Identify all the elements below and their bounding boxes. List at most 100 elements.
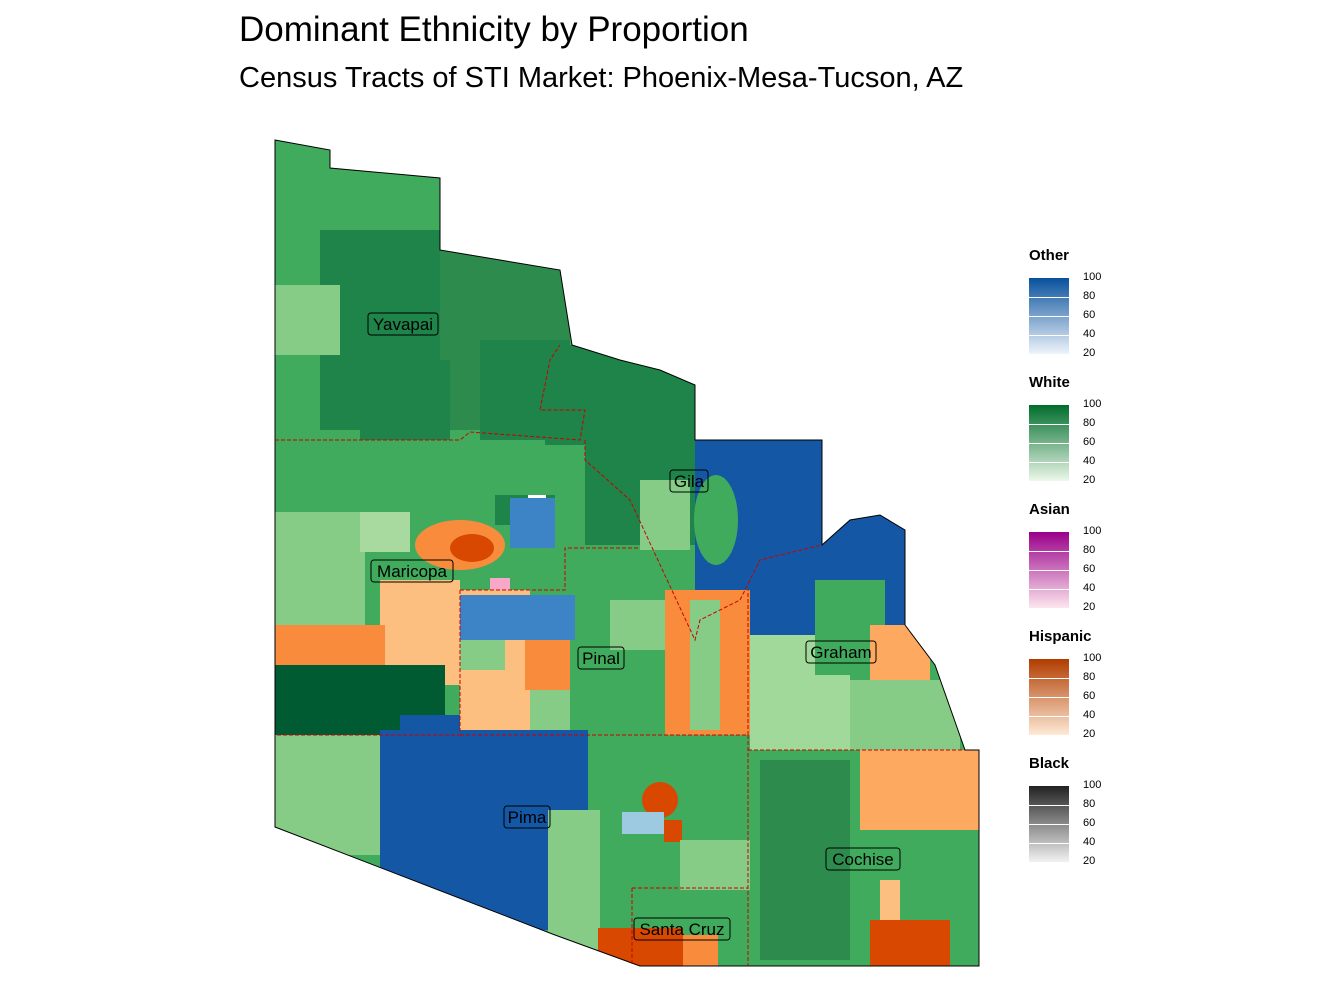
county-label-box xyxy=(503,805,551,829)
legend-tick-mark xyxy=(1029,424,1069,425)
legend-tick-label: 80 xyxy=(1083,417,1096,429)
county-label-box xyxy=(370,559,454,583)
map-title: Dominant Ethnicity by Proportion xyxy=(239,10,749,49)
county-border xyxy=(631,887,748,966)
county-label-santa-cruz: Santa Cruz xyxy=(633,917,731,941)
legend-tick-mark xyxy=(1029,335,1069,336)
map-subtitle: Census Tracts of STI Market: Phoenix-Mes… xyxy=(239,62,964,94)
tract-region-other xyxy=(460,595,575,640)
legend-tick-label: 80 xyxy=(1083,290,1096,302)
county-label-graham: Graham xyxy=(805,640,877,664)
county-label-text: Santa Cruz xyxy=(639,920,724,939)
legend-tick-mark xyxy=(1029,297,1069,298)
tract-region-hispanic xyxy=(870,920,950,966)
county-label-maricopa: Maricopa xyxy=(370,559,454,583)
tract-region xyxy=(760,760,850,960)
legend-tick-label: 100 xyxy=(1083,398,1102,410)
tract-region xyxy=(275,140,440,240)
tract-region xyxy=(850,680,960,750)
tract-region xyxy=(360,360,450,440)
legend-tick-mark xyxy=(1029,608,1069,609)
legend-tick-label: 80 xyxy=(1083,544,1096,556)
county-labels: Yavapai Gila Maricopa Pinal Graham Pima xyxy=(367,312,901,941)
legend-tick-label: 60 xyxy=(1083,690,1096,702)
county-label-text: Graham xyxy=(810,643,871,662)
county-label-gila: Gila xyxy=(669,469,709,493)
legend-tick-mark xyxy=(1029,716,1069,717)
legend-title-asian: Asian xyxy=(1029,501,1070,518)
legend-tick-label: 100 xyxy=(1083,779,1102,791)
county-label-box xyxy=(825,847,901,871)
legend-tick-mark xyxy=(1029,735,1069,736)
tract-region-hispanic xyxy=(525,640,570,690)
legend-title-white: White xyxy=(1029,374,1070,391)
county-label-box xyxy=(669,469,709,493)
legend-tick-label: 100 xyxy=(1083,271,1102,283)
legend-title-black: Black xyxy=(1029,755,1070,772)
legend-tick-label: 40 xyxy=(1083,582,1096,594)
tract-region xyxy=(690,600,720,730)
tract-region xyxy=(275,440,435,515)
legend-tick-label: 40 xyxy=(1083,328,1096,340)
tract-region xyxy=(694,475,738,565)
county-borders xyxy=(275,344,965,966)
legend-tick-label: 80 xyxy=(1083,671,1096,683)
legend-title-hispanic: Hispanic xyxy=(1029,628,1092,645)
tract-region-other xyxy=(548,730,588,820)
tract-region-hispanic xyxy=(450,534,494,562)
legend-tick-mark xyxy=(1029,843,1069,844)
legend-tick-label: 20 xyxy=(1083,347,1096,359)
legend-tick-label: 60 xyxy=(1083,817,1096,829)
tract-region xyxy=(275,512,365,640)
tract-region-other xyxy=(622,812,664,834)
county-border xyxy=(584,440,823,642)
county-label-text: Cochise xyxy=(832,850,893,869)
legend-tick-mark xyxy=(1029,862,1069,863)
legend-tick-label: 40 xyxy=(1083,836,1096,848)
county-label-box xyxy=(633,917,731,941)
county-label-pima: Pima xyxy=(503,805,551,829)
legend-tick-label: 60 xyxy=(1083,563,1096,575)
tract-region xyxy=(275,285,340,355)
county-label-yavapai: Yavapai xyxy=(367,312,439,336)
county-label-text: Maricopa xyxy=(377,562,447,581)
tract-region-hispanic xyxy=(880,880,900,920)
legend-tick-mark xyxy=(1029,697,1069,698)
legend-tick-label: 20 xyxy=(1083,728,1096,740)
legend-tick-mark xyxy=(1029,316,1069,317)
legend-tick-mark xyxy=(1029,805,1069,806)
tract-region-hispanic xyxy=(860,750,979,830)
tract-region-hispanic xyxy=(642,782,678,818)
county-label-text: Yavapai xyxy=(373,315,433,334)
county-label-text: Gila xyxy=(674,472,705,491)
legend-tick-mark xyxy=(1029,481,1069,482)
legend-tick-label: 40 xyxy=(1083,455,1096,467)
legend-tick-label: 20 xyxy=(1083,855,1096,867)
tract-region-hispanic xyxy=(664,820,682,842)
county-label-text: Pima xyxy=(508,808,547,827)
county-border xyxy=(460,547,640,591)
legend-tick-mark xyxy=(1029,570,1069,571)
tract-region xyxy=(360,512,410,552)
legend-tick-mark xyxy=(1029,824,1069,825)
legend-tick-label: 60 xyxy=(1083,309,1096,321)
legend-tick-label: 100 xyxy=(1083,525,1102,537)
legend-tick-mark xyxy=(1029,589,1069,590)
legend-tick-mark xyxy=(1029,443,1069,444)
legend-tick-mark xyxy=(1029,551,1069,552)
county-border xyxy=(275,344,586,441)
county-label-pinal: Pinal xyxy=(577,646,625,670)
tract-region xyxy=(680,840,750,890)
legend-tick-label: 60 xyxy=(1083,436,1096,448)
county-label-text: Pinal xyxy=(582,649,620,668)
legend-tick-label: 100 xyxy=(1083,652,1102,664)
legend-tick-mark xyxy=(1029,678,1069,679)
county-label-box xyxy=(577,646,625,670)
tract-region xyxy=(275,735,385,855)
legend-tick-label: 80 xyxy=(1083,798,1096,810)
legend-tick-label: 20 xyxy=(1083,601,1096,613)
legend-title-other: Other xyxy=(1029,247,1070,264)
legend-tick-label: 20 xyxy=(1083,474,1096,486)
